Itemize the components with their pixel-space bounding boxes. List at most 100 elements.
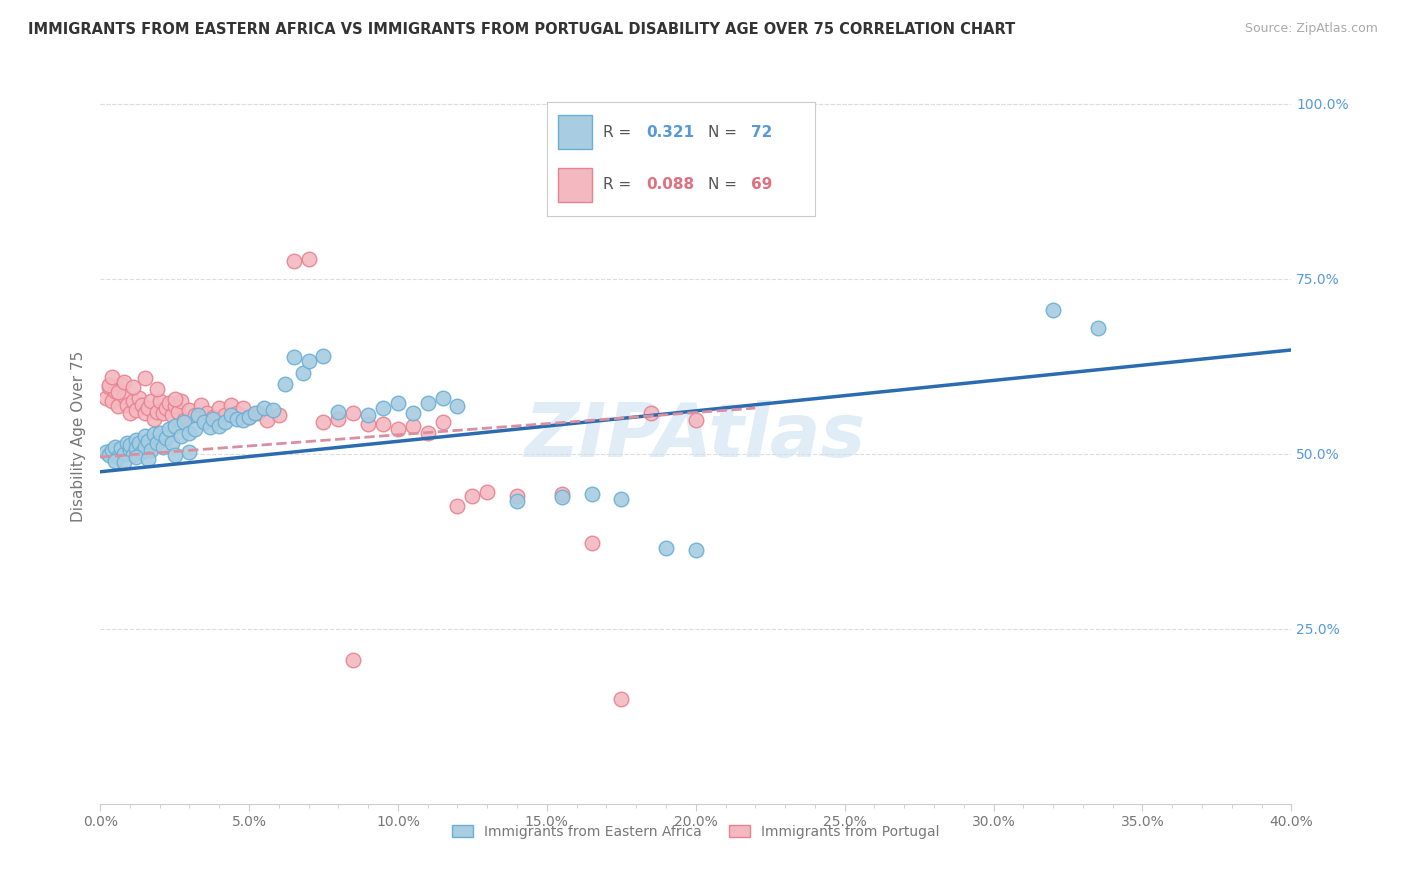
- Point: [291, 366, 314, 380]
- Point: [163, 399, 186, 413]
- Point: [262, 403, 284, 417]
- Point: [145, 404, 167, 418]
- Point: [267, 408, 290, 422]
- Point: [184, 408, 207, 422]
- Point: [118, 443, 141, 458]
- Point: [145, 382, 167, 396]
- Point: [243, 406, 266, 420]
- Point: [131, 398, 153, 412]
- Point: [122, 380, 145, 394]
- Point: [357, 408, 380, 422]
- Point: [640, 406, 662, 420]
- Legend: Immigrants from Eastern Africa, Immigrants from Portugal: Immigrants from Eastern Africa, Immigran…: [446, 820, 945, 845]
- Point: [152, 406, 174, 420]
- Point: [107, 399, 129, 413]
- Point: [169, 394, 191, 409]
- Point: [134, 406, 156, 420]
- Point: [371, 401, 394, 415]
- Point: [125, 403, 148, 417]
- Point: [551, 490, 574, 504]
- Point: [118, 406, 141, 420]
- Point: [416, 396, 439, 410]
- Point: [104, 453, 127, 467]
- Point: [128, 436, 150, 450]
- Point: [232, 401, 254, 415]
- Point: [1087, 320, 1109, 334]
- Point: [446, 499, 468, 513]
- Point: [432, 415, 454, 429]
- Point: [136, 401, 159, 415]
- Point: [416, 425, 439, 440]
- Point: [155, 401, 177, 415]
- Point: [179, 403, 201, 417]
- Point: [125, 441, 148, 455]
- Point: [101, 394, 124, 409]
- Point: [226, 406, 249, 420]
- Point: [136, 452, 159, 467]
- Point: [506, 489, 529, 503]
- Point: [131, 445, 153, 459]
- Point: [328, 404, 350, 418]
- Point: [134, 371, 156, 385]
- Point: [357, 417, 380, 432]
- Point: [195, 406, 218, 420]
- Point: [202, 411, 225, 425]
- Point: [432, 391, 454, 405]
- Point: [125, 450, 148, 464]
- Point: [581, 487, 603, 501]
- Point: [94, 391, 117, 405]
- Point: [101, 369, 124, 384]
- Point: [125, 433, 148, 447]
- Point: [551, 487, 574, 501]
- Point: [402, 406, 425, 420]
- Point: [160, 436, 183, 450]
- Point: [190, 398, 212, 412]
- Point: [232, 413, 254, 427]
- Point: [98, 378, 121, 392]
- Point: [246, 406, 269, 420]
- Point: [112, 375, 135, 389]
- Point: [253, 401, 276, 415]
- Point: [297, 354, 319, 368]
- Point: [149, 425, 172, 440]
- Point: [685, 543, 707, 558]
- Point: [157, 422, 180, 436]
- Point: [115, 398, 138, 412]
- Point: [446, 399, 468, 413]
- Point: [112, 389, 135, 403]
- Y-axis label: Disability Age Over 75: Disability Age Over 75: [72, 351, 86, 522]
- Point: [139, 443, 162, 458]
- Point: [163, 448, 186, 462]
- Point: [610, 691, 633, 706]
- Point: [238, 410, 260, 425]
- Point: [142, 427, 165, 442]
- Point: [187, 408, 209, 422]
- Point: [581, 536, 603, 550]
- Point: [312, 349, 335, 363]
- Point: [107, 384, 129, 399]
- Text: ZIPAtlas: ZIPAtlas: [526, 400, 866, 473]
- Point: [104, 384, 127, 398]
- Point: [387, 396, 409, 410]
- Point: [312, 415, 335, 429]
- Point: [214, 408, 236, 422]
- Point: [274, 376, 297, 391]
- Point: [94, 445, 117, 459]
- Point: [145, 436, 167, 450]
- Point: [134, 429, 156, 443]
- Point: [342, 406, 364, 420]
- Text: Source: ZipAtlas.com: Source: ZipAtlas.com: [1244, 22, 1378, 36]
- Point: [214, 415, 236, 429]
- Point: [173, 413, 195, 427]
- Point: [112, 455, 135, 469]
- Point: [173, 415, 195, 429]
- Point: [256, 413, 278, 427]
- Point: [371, 417, 394, 432]
- Point: [328, 411, 350, 425]
- Point: [506, 494, 529, 508]
- Point: [107, 450, 129, 464]
- Point: [155, 431, 177, 445]
- Point: [685, 413, 707, 427]
- Point: [115, 436, 138, 450]
- Point: [128, 391, 150, 405]
